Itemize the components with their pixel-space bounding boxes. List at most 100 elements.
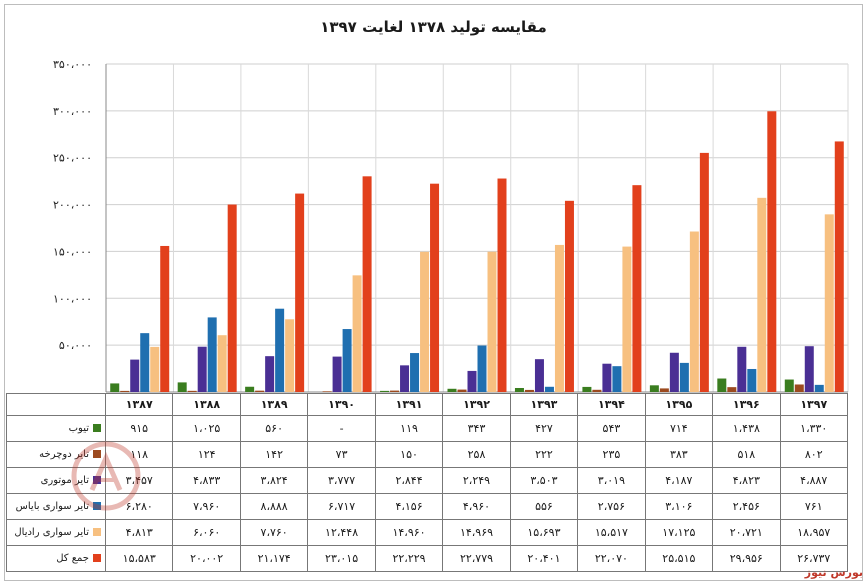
value-cell: ۲۲،۲۲۹ xyxy=(374,545,444,572)
bar-6 xyxy=(430,183,440,392)
bar-6 xyxy=(227,204,237,392)
value-cell: ۱۵،۵۸۳ xyxy=(104,545,174,572)
year-header-cell: ۱۳۹۰ xyxy=(307,393,376,416)
bar-2 xyxy=(120,390,130,392)
bar-3 xyxy=(534,359,544,392)
bar-2 xyxy=(255,390,265,392)
bar-4 xyxy=(275,308,285,392)
bar-6 xyxy=(834,141,844,392)
bar-3 xyxy=(804,346,814,392)
bar-6 xyxy=(632,185,642,392)
bar-2 xyxy=(794,384,804,392)
value-cell: ۱۴،۹۶۰ xyxy=(374,519,444,546)
watermark-logo-icon xyxy=(71,441,141,511)
table-row: تایر سواری بایاس ۶،۲۸۰ ۷،۹۶۰ ۸،۸۸۸ ۶،۷۱۷ ۴،۱۵… xyxy=(6,493,848,520)
series-label-cell: تایر سواری رادیال xyxy=(6,519,106,546)
value-cell: ۱،۳۳۰ xyxy=(779,415,848,442)
value-cell: ۷،۷۶۰ xyxy=(239,519,309,546)
value-cell: ۱۱۹ xyxy=(374,415,444,442)
value-cell: ۲۵۸ xyxy=(442,441,511,468)
bar-4 xyxy=(207,317,217,392)
bar-6 xyxy=(160,245,170,392)
series-name: تایر موتوری xyxy=(40,475,89,486)
bar-2 xyxy=(390,390,400,392)
data-table: ۱۳۸۷ ۱۳۸۸ ۱۳۸۹ ۱۳۹۰ ۱۳۹۱ ۱۳۹۲ ۱۳۹۳ ۱۳۹۴ ۱۳۹۵ ۱۳۹۶… xyxy=(6,393,848,572)
table-row: تایر موتوری ۳،۴۵۷ ۴،۸۳۳ ۳،۸۲۴ ۳،۷۷۷ ۲،۸۴۴ ۲،۲۴… xyxy=(6,467,848,494)
value-cell: ۴،۱۸۷ xyxy=(644,467,714,494)
y-tick-label: ۲۰۰،۰۰۰ xyxy=(53,199,92,212)
bar-2 xyxy=(727,387,737,392)
table-row: جمع کل ۱۵،۵۸۳ ۲۰،۰۰۲ ۲۱،۱۷۴ ۲۳،۰۱۵ ۲۲،۲۲۹ ۲۲،۷… xyxy=(6,545,848,572)
bar-6 xyxy=(362,176,372,392)
value-cell: ۱،۴۳۸ xyxy=(712,415,781,442)
bar-5 xyxy=(824,214,834,392)
bar-4 xyxy=(342,329,352,392)
year-header-cell: ۱۳۹۷ xyxy=(779,393,848,416)
value-cell: ۲،۸۴۴ xyxy=(374,467,444,494)
value-cell: - xyxy=(307,415,376,442)
bar-3 xyxy=(197,346,207,392)
chart-title: مقایسه تولید ۱۳۷۸ لغایت ۱۳۹۷ xyxy=(320,18,547,36)
y-tick-label: ۳۰۰،۰۰۰ xyxy=(53,105,92,118)
value-cell: ۲،۴۵۶ xyxy=(712,493,781,520)
bar-6 xyxy=(295,193,305,392)
bar-4 xyxy=(612,366,622,392)
brand-label: بورس نیوز xyxy=(804,566,863,579)
bar-3 xyxy=(737,346,747,392)
bar-2 xyxy=(659,388,669,392)
value-cell: ۱۲۴ xyxy=(172,441,241,468)
year-header-cell: ۱۳۸۷ xyxy=(104,393,174,416)
value-cell: ۲۳،۰۱۵ xyxy=(307,545,376,572)
bar-2 xyxy=(322,391,332,392)
value-cell: ۵۱۸ xyxy=(712,441,781,468)
value-cell: ۸،۸۸۸ xyxy=(239,493,309,520)
bar-5 xyxy=(352,275,362,392)
series-name: تایر دوچرخه xyxy=(39,449,89,460)
bar-2 xyxy=(457,389,467,392)
value-cell: ۲۹،۹۵۶ xyxy=(712,545,781,572)
bar-3 xyxy=(130,359,140,392)
series-label-cell: تایر دوچرخه xyxy=(6,441,106,468)
value-cell: ۳،۵۰۳ xyxy=(509,467,579,494)
value-cell: ۱۵۰ xyxy=(374,441,444,468)
value-cell: ۳،۸۲۴ xyxy=(239,467,309,494)
value-cell: ۲،۲۴۹ xyxy=(442,467,511,494)
bar-3 xyxy=(400,365,410,392)
bar-1 xyxy=(514,387,524,392)
value-cell: ۶،۲۸۰ xyxy=(104,493,174,520)
legend-swatch xyxy=(93,424,101,432)
value-cell: ۲،۷۵۶ xyxy=(577,493,646,520)
value-cell: ۴،۹۶۰ xyxy=(442,493,511,520)
value-cell: ۵۶۰ xyxy=(239,415,309,442)
year-header-cell: ۱۳۸۸ xyxy=(172,393,241,416)
value-cell: ۲۱،۱۷۴ xyxy=(239,545,309,572)
y-tick-label: ۲۵۰،۰۰۰ xyxy=(53,152,92,165)
year-header-cell: ۱۳۹۴ xyxy=(577,393,646,416)
value-cell: ۲۲،۰۷۰ xyxy=(577,545,646,572)
bar-5 xyxy=(217,335,227,392)
value-cell: ۲۲،۷۷۹ xyxy=(442,545,511,572)
value-cell: ۴،۸۳۳ xyxy=(172,467,241,494)
bar-3 xyxy=(669,352,679,392)
value-cell: ۴۲۷ xyxy=(509,415,579,442)
year-header-cell: ۱۳۹۵ xyxy=(644,393,714,416)
bar-1 xyxy=(582,386,592,392)
value-cell: ۶،۷۱۷ xyxy=(307,493,376,520)
year-header-cell: ۱۳۹۲ xyxy=(442,393,511,416)
value-cell: ۳۸۳ xyxy=(644,441,714,468)
bar-3 xyxy=(467,370,477,392)
table-row: تایر سواری رادیال ۴،۸۱۳ ۶،۰۶۰ ۷،۷۶۰ ۱۲،۴۴۸ ۱۴… xyxy=(6,519,848,546)
series-name: تایر سواری رادیال xyxy=(14,527,89,538)
bar-1 xyxy=(177,382,187,392)
value-cell: ۱۸،۹۵۷ xyxy=(779,519,848,546)
bar-4 xyxy=(814,384,824,392)
y-tick-label: ۱۵۰،۰۰۰ xyxy=(53,245,92,258)
y-tick-label: ۳۵۰،۰۰۰ xyxy=(53,58,92,71)
series-label-cell: تایر موتوری xyxy=(6,467,106,494)
value-cell: ۴،۱۵۶ xyxy=(374,493,444,520)
value-cell: ۱۲،۴۴۸ xyxy=(307,519,376,546)
bar-3 xyxy=(265,356,275,392)
bar-5 xyxy=(757,197,767,392)
value-cell: ۴،۸۸۷ xyxy=(779,467,848,494)
bar-6 xyxy=(699,152,709,392)
